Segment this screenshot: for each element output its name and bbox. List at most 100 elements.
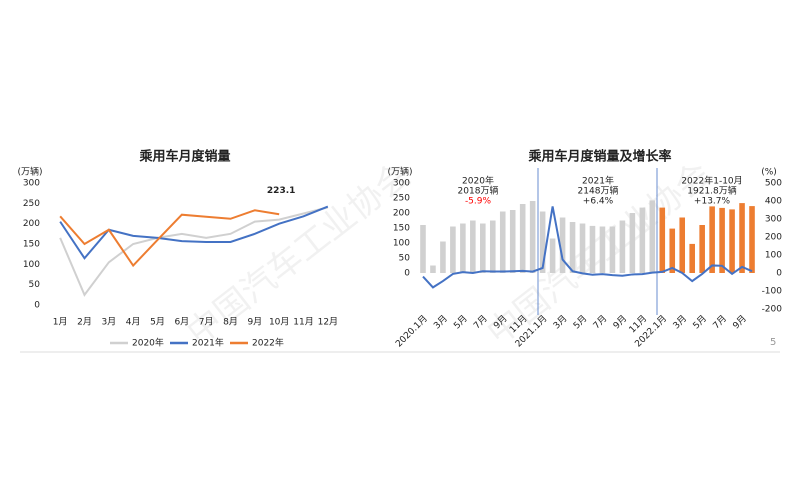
x-tick-label: 2月	[77, 317, 92, 328]
bar	[749, 206, 755, 273]
x-tick-label: 3月	[671, 313, 689, 331]
page-number: 5	[770, 337, 776, 348]
bar	[659, 207, 666, 273]
y-tick-label: 300	[23, 179, 40, 189]
series-line	[59, 206, 329, 297]
chart-title: 乘用车月度销量及增长率	[527, 149, 671, 165]
y2-tick-label: 100	[765, 251, 782, 261]
bar	[729, 209, 735, 273]
annotation: 1921.8万辆	[687, 185, 737, 197]
series-line	[59, 209, 280, 268]
bar	[689, 243, 695, 273]
x-tick-label: 7月	[591, 313, 609, 331]
x-tick-label: 4月	[126, 317, 141, 328]
bar	[589, 225, 596, 273]
y-tick-label: 0	[34, 301, 40, 311]
y-tick-label: 50	[399, 254, 411, 264]
bar	[509, 210, 516, 273]
bar	[519, 204, 526, 273]
y-axis-label: (万辆)	[387, 166, 412, 178]
bar	[699, 225, 705, 273]
bar	[599, 226, 606, 273]
bar	[579, 223, 586, 273]
bar	[529, 201, 536, 273]
bar	[649, 200, 656, 273]
bar	[679, 217, 686, 273]
y2-tick-label: 500	[765, 179, 782, 189]
y2-tick-label: 0	[776, 269, 782, 279]
x-tick-label: 9月	[731, 313, 749, 331]
y-tick-label: 200	[393, 209, 410, 219]
bar	[460, 223, 466, 273]
bar	[539, 211, 546, 273]
x-tick-label: 3月	[101, 317, 116, 328]
bar	[669, 228, 676, 273]
x-tick-label: 6月	[174, 317, 189, 328]
bar	[450, 226, 456, 273]
y-tick-label: 150	[23, 240, 40, 250]
chart-title: 乘用车月度销量	[138, 149, 230, 165]
x-tick-label: 5月	[150, 317, 165, 328]
x-tick-label: 5月	[452, 313, 470, 331]
x-tick-label: 9月	[611, 313, 629, 331]
y-tick-label: 0	[404, 269, 410, 279]
annotation: 2020年	[462, 175, 494, 187]
annotation: +6.4%	[583, 197, 614, 207]
y-axis-label: (万辆)	[17, 166, 42, 178]
x-tick-label: 9月	[247, 317, 262, 328]
y2-tick-label: 200	[765, 233, 782, 243]
bar	[709, 206, 715, 273]
legend-label: 2021年	[192, 337, 224, 349]
bar	[629, 213, 636, 273]
annotation: +13.7%	[694, 197, 731, 207]
x-tick-label: 2020.1月	[393, 313, 429, 349]
y2-tick-label: -200	[762, 305, 783, 315]
bar	[489, 220, 496, 273]
annotation: 2021年	[582, 175, 614, 187]
legend-label: 2022年	[252, 337, 284, 349]
x-tick-label: 1月	[53, 317, 68, 328]
y-tick-label: 300	[393, 179, 410, 189]
data-label: 223.1	[267, 186, 295, 196]
bar	[480, 223, 486, 273]
annotation: 2018万辆	[458, 185, 499, 197]
x-tick-label: 10月	[269, 317, 289, 328]
y2-axis-label: (%)	[761, 168, 777, 178]
x-tick-label: 11月	[293, 317, 313, 328]
y-tick-label: 50	[29, 280, 41, 290]
bar	[609, 226, 616, 273]
bar	[420, 225, 426, 273]
annotation: 2022年1-10月	[681, 175, 742, 187]
y2-tick-label: 400	[765, 197, 782, 207]
bar	[619, 220, 626, 273]
y-tick-label: 100	[23, 260, 40, 270]
series-line	[422, 206, 753, 289]
bar	[549, 238, 556, 273]
bar	[440, 241, 446, 273]
legend-label: 2020年	[132, 337, 164, 349]
x-tick-label: 7月	[199, 317, 214, 328]
x-tick-label: 8月	[223, 317, 238, 328]
bar	[430, 265, 436, 273]
y2-tick-label: -100	[762, 287, 783, 297]
x-tick-label: 3月	[432, 313, 450, 331]
x-tick-label: 5月	[691, 313, 709, 331]
bar	[499, 211, 506, 273]
y-tick-label: 100	[393, 239, 410, 249]
bar	[559, 217, 566, 273]
y2-tick-label: 300	[765, 215, 782, 225]
series-line	[59, 205, 329, 260]
annotation: -5.9%	[465, 197, 492, 207]
bar	[470, 220, 476, 273]
x-tick-label: 7月	[711, 313, 729, 331]
x-tick-label: 3月	[551, 313, 569, 331]
bar	[739, 203, 745, 273]
y-tick-label: 250	[393, 194, 410, 204]
bar	[719, 207, 725, 273]
bar	[639, 207, 646, 273]
y-tick-label: 200	[23, 219, 40, 229]
annotation: 2148万辆	[578, 185, 619, 197]
x-tick-label: 5月	[571, 313, 589, 331]
